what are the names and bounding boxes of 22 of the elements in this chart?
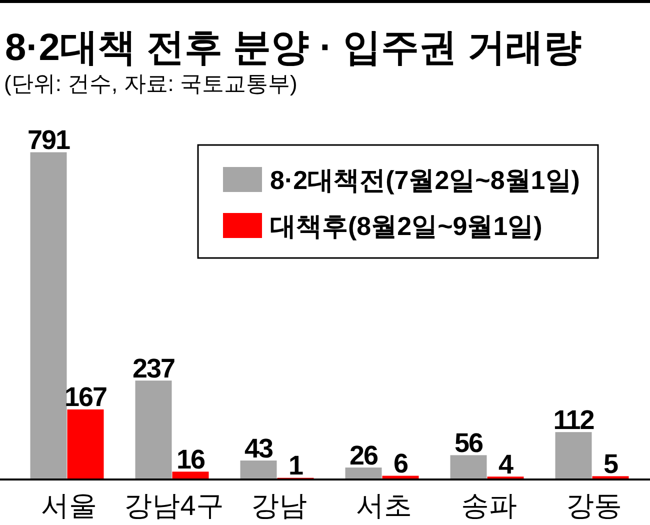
data-label: 56 (454, 428, 484, 458)
subtitle: (단위: 건수, 자료: 국토교통부) (4, 71, 298, 96)
data-label: 26 (349, 440, 378, 470)
data-label: 16 (176, 444, 206, 474)
title: 8·2대책 전후 분양 · 입주권 거래량 (5, 27, 582, 69)
legend-label: 대책후(8월2일~9월1일) (270, 211, 542, 241)
data-label: 112 (553, 404, 594, 435)
data-label: 43 (244, 433, 274, 464)
data-label: 791 (27, 125, 70, 155)
data-label: 1 (288, 450, 304, 481)
data-label: 5 (603, 448, 618, 479)
x-tick-label: 서울 (41, 490, 97, 521)
x-tick-label: 강남4구 (124, 490, 224, 521)
x-tick-label: 서초 (356, 490, 412, 521)
data-label: 167 (64, 382, 107, 412)
x-tick-label: 송파 (461, 490, 517, 521)
data-label: 6 (393, 448, 408, 479)
data-label: 237 (132, 353, 175, 384)
x-tick-label: 강동 (566, 490, 622, 521)
data-label: 4 (498, 449, 514, 480)
legend-label: 8·2대책전(7월2일~8월1일) (270, 165, 580, 195)
x-tick-label: 강남 (251, 490, 307, 521)
